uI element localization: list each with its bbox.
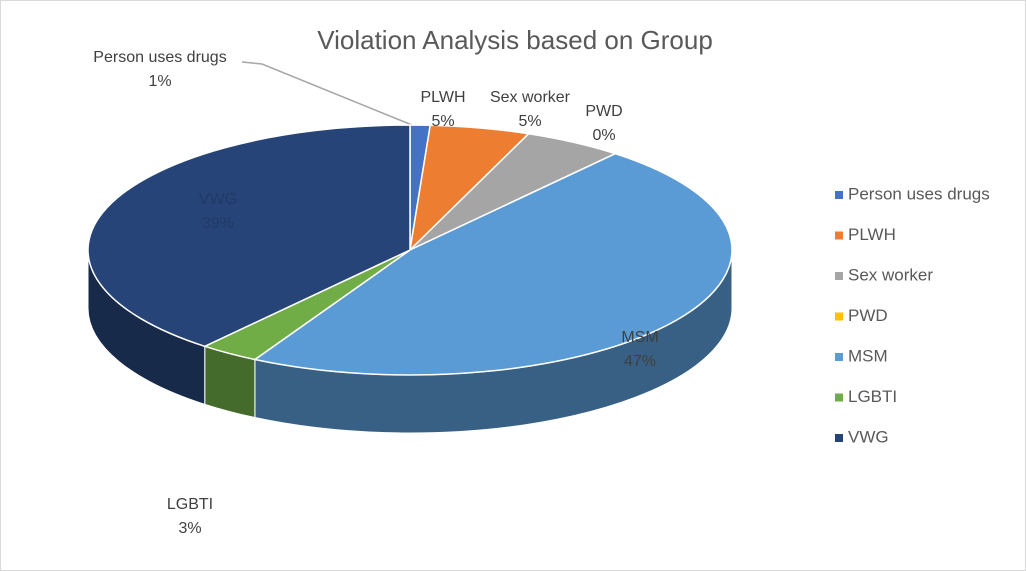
legend-swatch — [835, 393, 843, 402]
data-label-value: 3% — [178, 520, 201, 537]
data-label-value: 0% — [592, 127, 615, 144]
legend-swatch — [835, 434, 843, 442]
leader-line — [241, 61, 413, 126]
legend-label: PWD — [848, 306, 888, 325]
data-label-value: 39% — [202, 215, 234, 232]
data-label-name: MSM — [621, 329, 658, 346]
legend-swatch — [835, 191, 843, 199]
pie-slice — [87, 124, 411, 348]
legend-swatch — [835, 353, 843, 361]
legend-swatch — [835, 312, 843, 321]
data-label-name: Sex worker — [490, 89, 571, 106]
legend-swatch — [835, 231, 843, 240]
legend-label: VWG — [848, 427, 889, 446]
legend-label: PLWH — [848, 225, 896, 244]
chart-title: Violation Analysis based on Group — [317, 25, 713, 55]
data-label-name: PLWH — [420, 89, 465, 106]
data-label-name: LGBTI — [167, 496, 213, 513]
pie-slice — [253, 152, 733, 376]
legend-label: LGBTI — [848, 387, 897, 406]
data-label-name: Person uses drugs — [93, 49, 226, 66]
legend-label: Person uses drugs — [848, 184, 990, 203]
data-label-value: 47% — [624, 353, 656, 370]
data-label-value: 1% — [148, 73, 171, 90]
data-label-value: 5% — [518, 113, 541, 130]
legend-label: Sex worker — [848, 265, 933, 284]
data-label-value: 5% — [431, 113, 454, 130]
legend-swatch — [835, 272, 843, 280]
data-label-name: VWG — [199, 191, 237, 208]
legend-label: MSM — [848, 346, 888, 365]
data-label-name: PWD — [585, 103, 622, 120]
